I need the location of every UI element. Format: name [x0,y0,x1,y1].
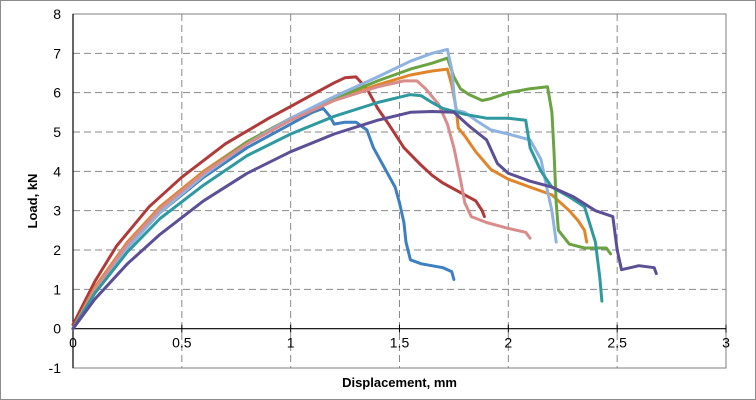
series-line-6 [71,79,532,331]
y-tick-label: 1 [53,281,61,297]
series-line-8 [71,110,658,331]
y-tick-label: -1 [49,360,62,376]
y-tick-label: 7 [53,45,61,61]
y-tick-label: 8 [53,6,61,22]
y-tick-label: 4 [53,163,61,179]
y-tick-label: 3 [53,203,61,219]
x-tick-label: 0 [69,335,77,351]
x-tick-label: 1.5 [390,335,410,351]
y-tick-label: 0 [53,321,61,337]
x-tick-label: 2.5 [607,335,627,351]
series-line-5 [71,47,558,331]
y-tick-label: 2 [53,242,61,258]
x-tick-label: 2 [504,335,512,351]
y-tick-label: 6 [53,85,61,101]
axes [72,13,727,369]
tick-labels: -1 0 1 2 3 4 5 6 7 8 0 0.5 1 1.5 2 2.5 3 [49,6,731,376]
series-line-1 [71,75,486,327]
x-tick-label: 3 [722,335,730,351]
x-tick-label: 0.5 [172,335,192,351]
series-group [71,47,658,331]
y-tick-label: 5 [53,124,61,140]
series-line-2 [71,106,456,331]
x-axis-title: Displacement, mm [342,375,457,390]
x-tick-label: 1 [287,335,295,351]
series-line-7 [71,93,604,331]
y-axis-title: Load, kN [25,174,40,229]
